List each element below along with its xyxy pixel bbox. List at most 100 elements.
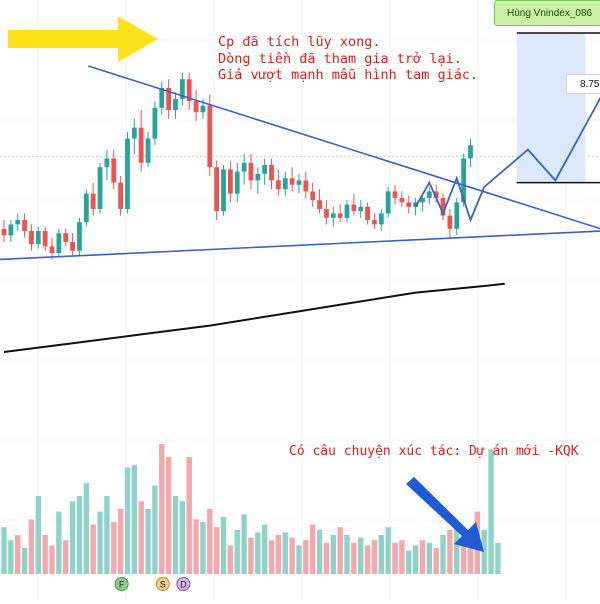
volume-bar: [460, 535, 467, 574]
volume-bar: [310, 524, 316, 574]
candle-body: [433, 191, 439, 198]
candle-body: [214, 167, 220, 212]
candle-body: [241, 162, 247, 172]
volume-bar: [97, 511, 103, 574]
volume-bar: [69, 501, 76, 574]
volume-bar: [495, 542, 501, 574]
event-marker-label: D: [180, 580, 187, 590]
annotation-line-3: Giá vượt mạnh mẫu hình tam giác.: [218, 67, 479, 83]
candle-body: [173, 99, 178, 110]
candle-body: [22, 220, 27, 231]
candle-body: [131, 127, 137, 139]
candle-body: [262, 165, 268, 174]
volume-bar: [28, 519, 35, 574]
candle-body: [468, 145, 473, 159]
candle-body: [296, 180, 302, 185]
volume-bar: [481, 529, 487, 574]
volume-bar: [344, 535, 350, 574]
volume-bar: [145, 509, 151, 574]
volume-bar: [15, 535, 21, 574]
candle-body: [104, 158, 110, 168]
volume-bar: [200, 522, 206, 574]
candle-body: [447, 215, 453, 229]
candle-body: [324, 209, 329, 218]
volume-bar: [454, 522, 460, 574]
volume-bar: [138, 501, 144, 574]
yellow-arrow: [8, 16, 158, 62]
candle-body: [35, 231, 41, 245]
candle-body: [344, 204, 350, 218]
volume-bar: [111, 522, 117, 574]
volume-bar: [289, 537, 295, 574]
candle-body: [159, 88, 165, 108]
volume-bar: [467, 537, 474, 574]
volume-bar: [412, 545, 419, 574]
volume-bar: [406, 550, 412, 574]
candle-body: [193, 101, 199, 113]
volume-bar: [179, 501, 186, 574]
candle-body: [152, 107, 158, 139]
annotation-line-1: Cp đã tích lũy xong.: [218, 34, 381, 50]
candle-body: [179, 79, 185, 99]
candle-body: [1, 228, 7, 236]
candle-body: [413, 202, 418, 207]
volume-bar: [63, 540, 69, 574]
volume-bar: [152, 485, 158, 574]
candle-body: [420, 198, 425, 203]
event-marker-s: [155, 577, 170, 591]
candle-body: [454, 202, 460, 229]
candles: [1, 72, 473, 260]
volume-bar: [488, 449, 494, 574]
candle-body: [440, 198, 446, 216]
candle-body: [234, 171, 240, 194]
volume-bar: [172, 496, 179, 574]
volume-annotation: Có câu chuyện xúc tác: Dự án mới -KQK: [289, 444, 579, 459]
moving-average-layer: [3, 282, 505, 353]
blue-arrow: [406, 477, 484, 552]
volume-bar: [385, 527, 391, 574]
volume-bar: [358, 537, 364, 574]
candle-body: [118, 182, 124, 209]
candle-body: [56, 233, 62, 253]
candle-body: [207, 105, 213, 168]
candle-body: [221, 169, 226, 212]
volume-bar: [268, 540, 275, 574]
arrows: [8, 16, 484, 552]
target-zone-layer: [516, 32, 600, 184]
volume-bar: [76, 496, 83, 574]
candle-body: [276, 180, 281, 190]
volume-bar: [255, 532, 261, 574]
volume-bar: [399, 540, 405, 574]
volume-bar: [1, 527, 7, 574]
volume-bar: [282, 532, 288, 574]
volume-bar: [56, 511, 62, 574]
price-axis-label: 8.75: [566, 74, 600, 94]
volume-bar: [337, 527, 343, 574]
triangle-lower-trendline: [0, 230, 600, 261]
candle-body: [138, 127, 144, 163]
volume-bar: [104, 496, 110, 574]
candle-body: [200, 105, 206, 113]
candle-body: [166, 88, 172, 110]
candle-body: [358, 206, 364, 212]
candle-body: [111, 158, 117, 183]
candle-body: [8, 224, 14, 236]
candle-body: [365, 206, 370, 220]
triangle-upper-trendline: [88, 65, 600, 230]
candle-body: [317, 200, 322, 209]
volume-bar: [378, 535, 384, 574]
candle-body: [406, 202, 412, 207]
volume-bar: [8, 540, 14, 574]
volume-bar: [275, 535, 282, 574]
volume-bar: [207, 509, 213, 574]
candle-body: [385, 191, 391, 214]
volume-bar: [426, 542, 433, 574]
volume-bar: [227, 545, 234, 574]
volume-bar: [234, 529, 240, 574]
volume-bar: [440, 535, 446, 574]
target-zone: [516, 33, 586, 183]
candle-body: [289, 178, 295, 185]
